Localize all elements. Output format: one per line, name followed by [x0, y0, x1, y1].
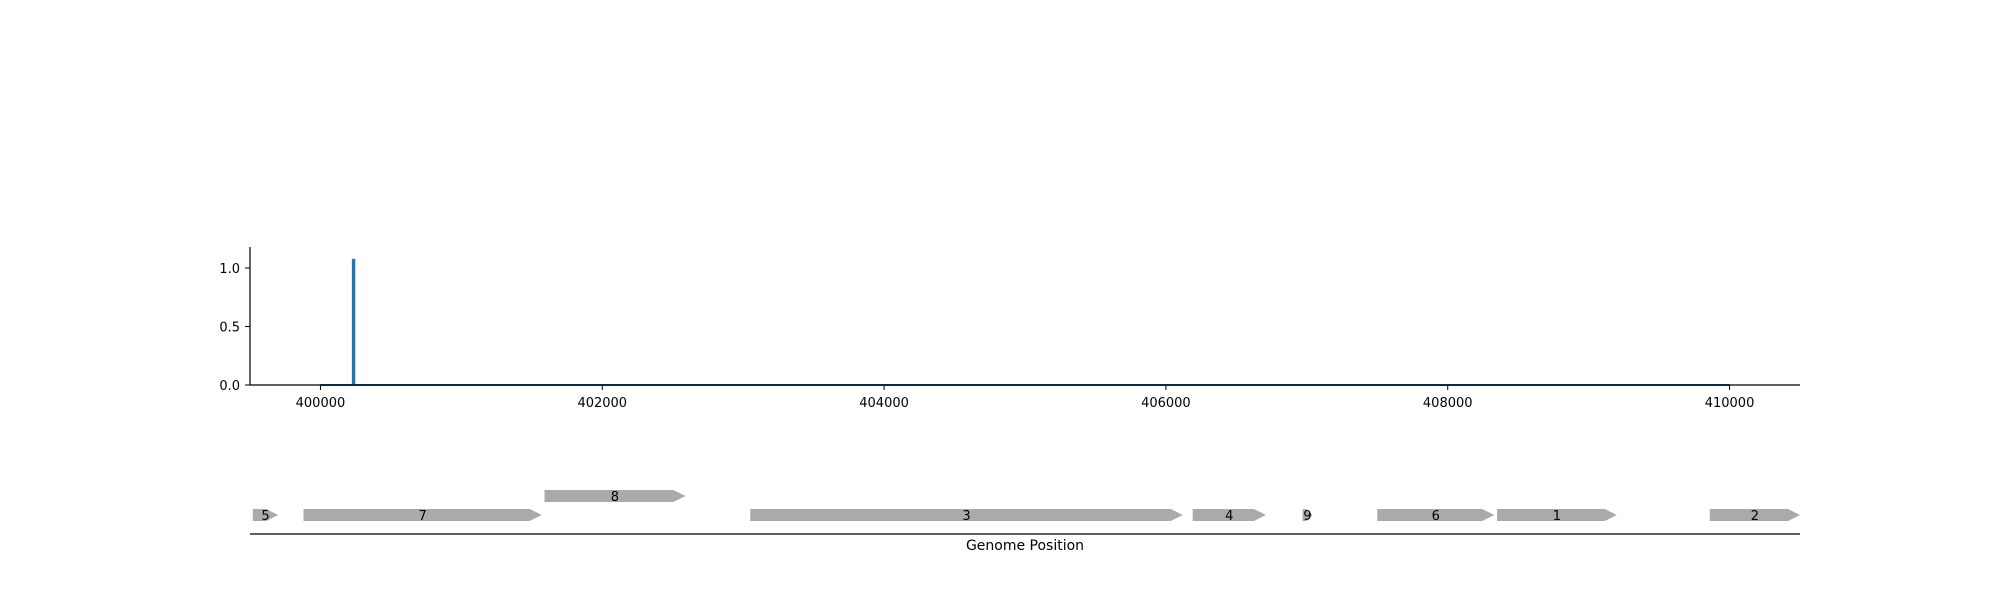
gene-label-6: 6: [1432, 509, 1440, 524]
y-tick-label: 1.0: [219, 262, 240, 277]
x-tick-label: 402000: [577, 396, 627, 411]
x-tick-label: 408000: [1423, 396, 1473, 411]
gene-arrow-3: [750, 509, 1183, 521]
gene-label-2: 2: [1751, 509, 1759, 524]
gene-arrow-6: [1377, 509, 1495, 521]
gene-label-9: 9: [1303, 509, 1311, 524]
gene-label-3: 3: [962, 509, 970, 524]
gene-label-7: 7: [418, 509, 426, 524]
gene-arrow-9: [1302, 509, 1313, 521]
gene-label-8: 8: [611, 490, 619, 505]
gene-arrow-8: [544, 490, 686, 502]
series-line-0: [320, 258, 1730, 386]
x-tick-label: 400000: [296, 396, 346, 411]
gene-label-1: 1: [1553, 509, 1561, 524]
gene-arrow-4: [1192, 509, 1266, 521]
gene-axis-title: Genome Position: [966, 538, 1084, 554]
y-tick-label: 0.5: [219, 321, 240, 336]
gene-arrow-1: [1497, 509, 1617, 521]
x-tick-label: 410000: [1705, 396, 1755, 411]
x-tick-label: 406000: [1141, 396, 1191, 411]
coverage-plot: 400000 402000 404000 406000 408000 410000 0.0 0…: [219, 247, 1800, 411]
gene-arrow-2: [1709, 509, 1800, 521]
gene-label-4: 4: [1225, 509, 1233, 524]
gene-label-5: 5: [261, 509, 269, 524]
gene-arrow-7: [303, 509, 542, 521]
gene-map: 5 7 8 3 4 9 6 1 2 Genome Position: [250, 490, 1800, 554]
x-tick-label: 404000: [859, 396, 909, 411]
y-tick-label: 0.0: [219, 379, 240, 394]
gene-arrow-5: [252, 509, 279, 521]
